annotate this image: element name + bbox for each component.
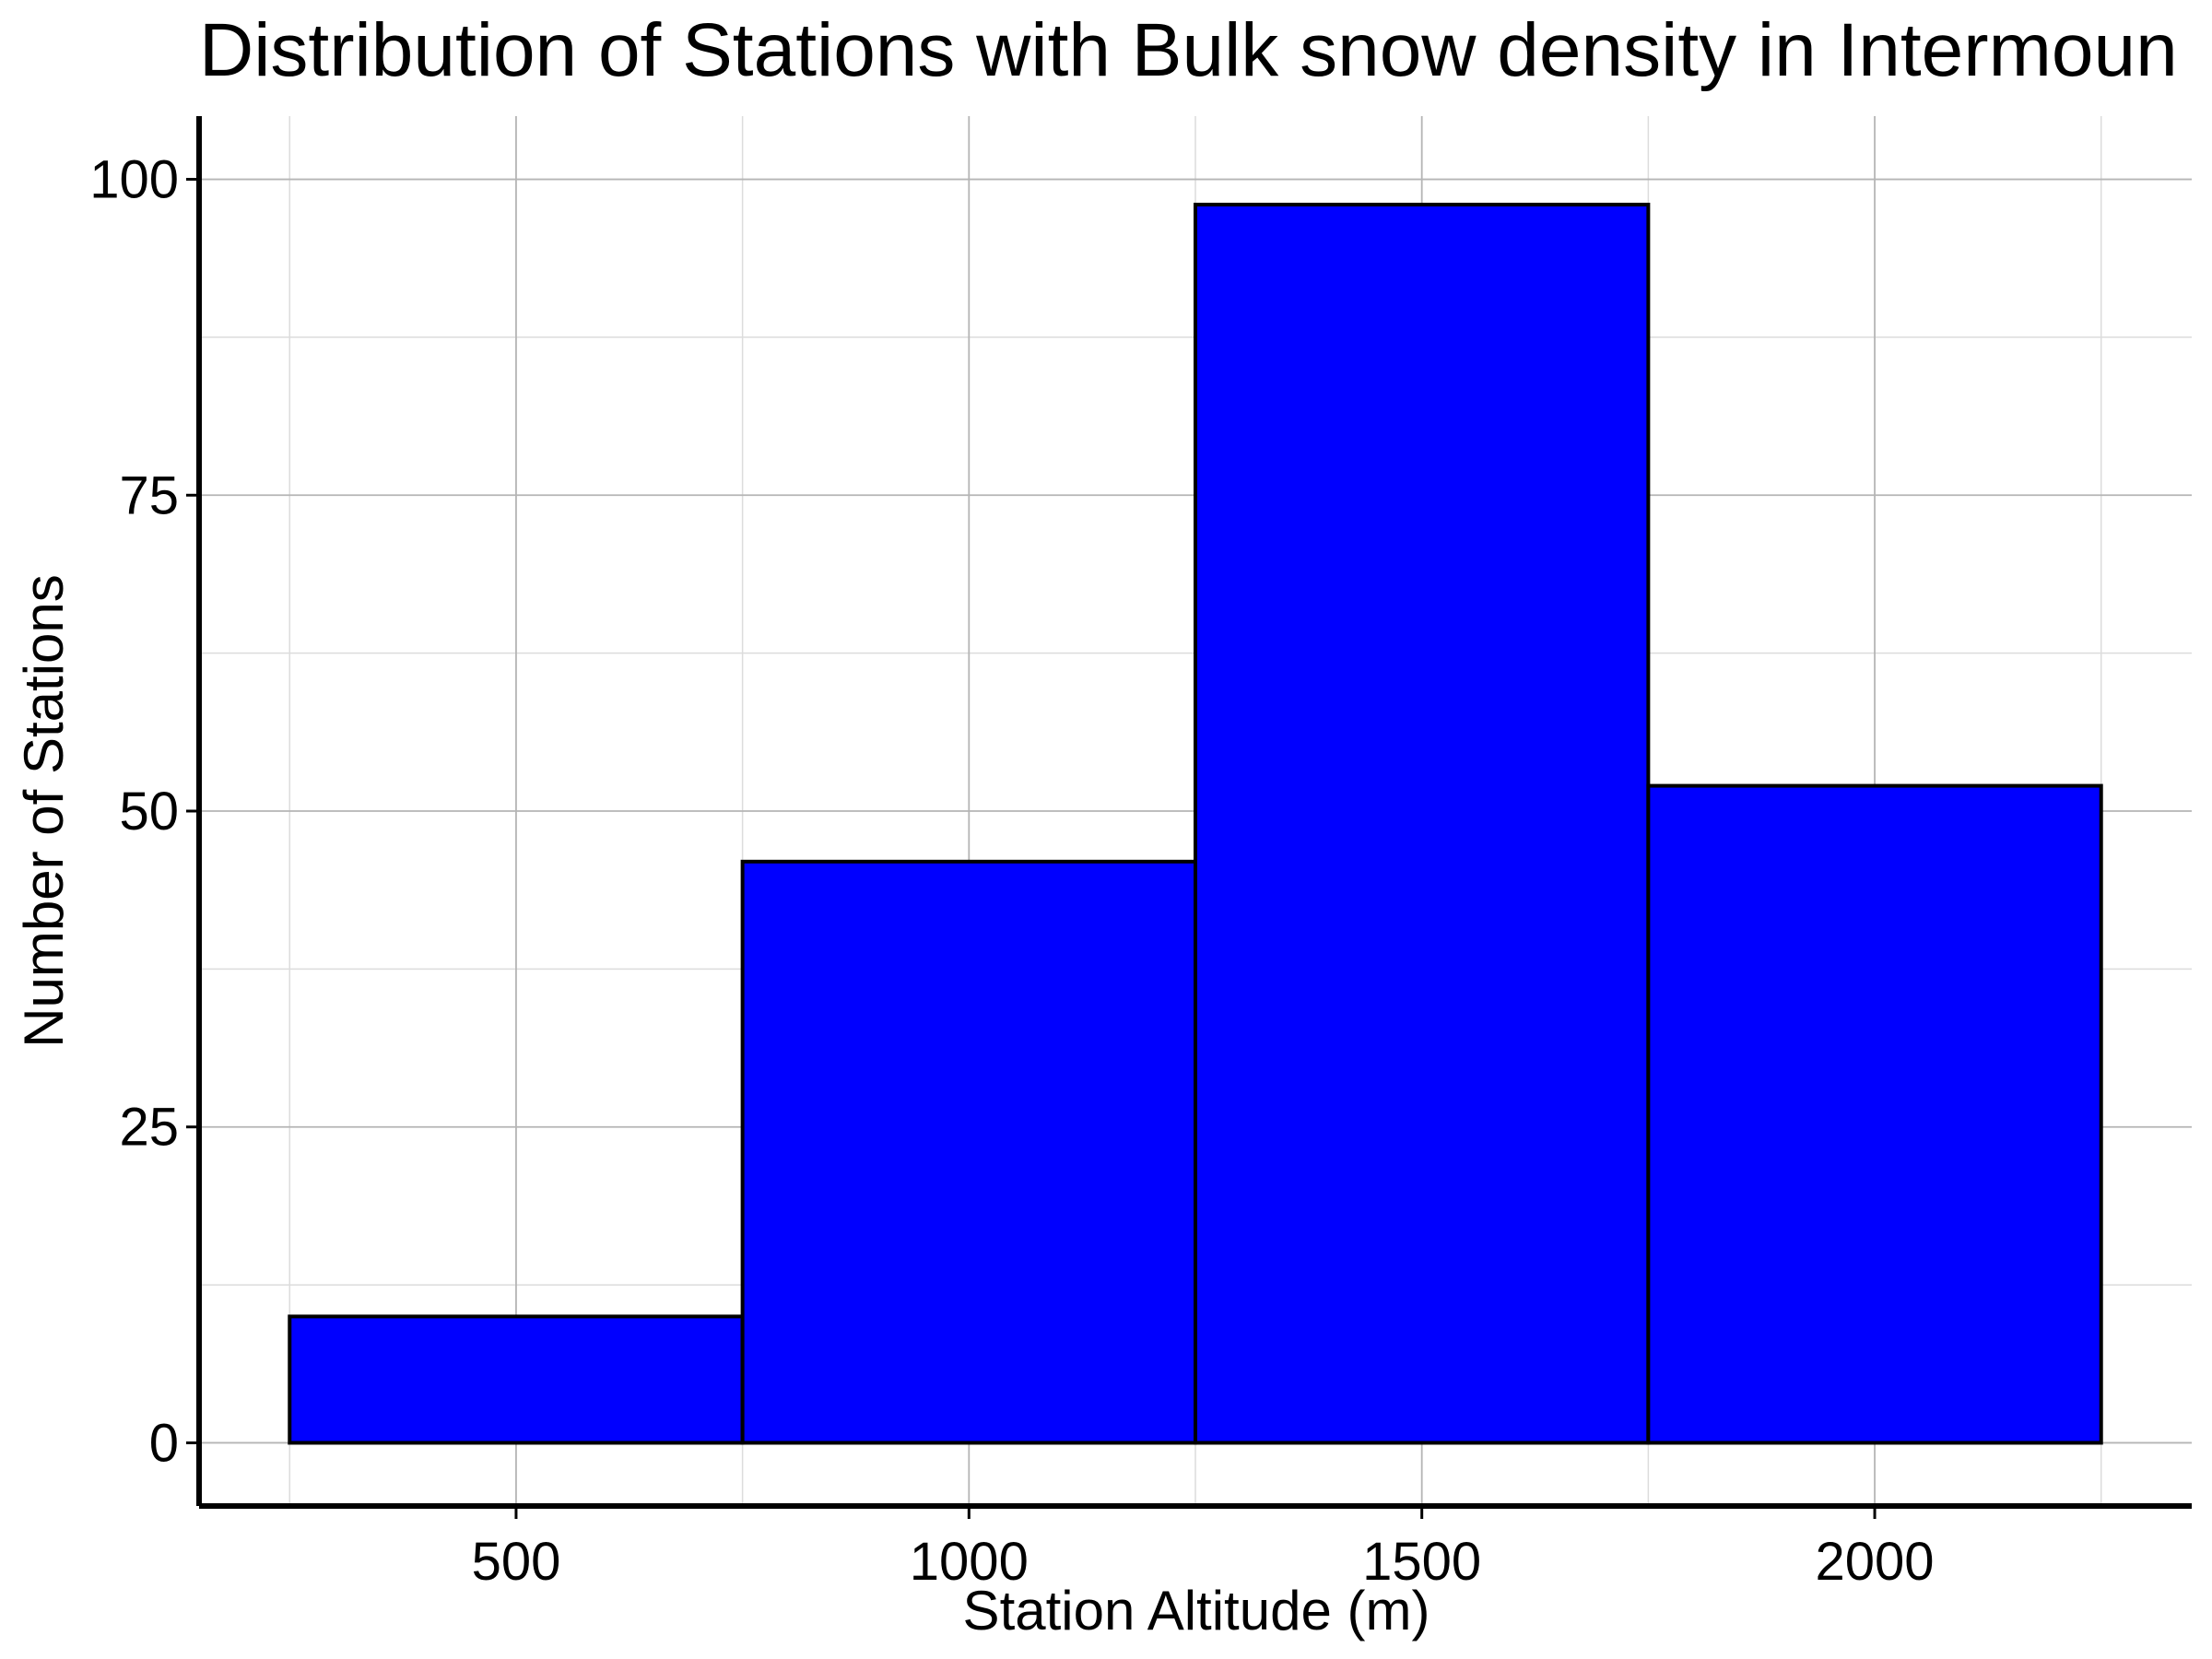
- x-tick-label: 500: [472, 1532, 561, 1592]
- bar-1: [288, 1314, 745, 1445]
- y-tick-label: 100: [89, 150, 179, 210]
- chart-title: Distribution of Stations with Bulk snow …: [199, 8, 2178, 92]
- y-axis-ticks: 0 25 50 75 100: [89, 150, 199, 1473]
- plot-area: 500 1000 1500 2000 0 25 50 75 100: [89, 116, 2192, 1592]
- y-tick-label: 75: [119, 465, 179, 525]
- x-axis-label: Station Altitude (m): [963, 1580, 1430, 1641]
- bar-4: [1646, 783, 2103, 1445]
- x-tick-label: 2000: [1816, 1532, 1935, 1592]
- bar-2: [740, 859, 1197, 1445]
- x-tick-label: 1500: [1362, 1532, 1481, 1592]
- y-tick-label: 50: [119, 782, 179, 841]
- y-tick-label: 0: [149, 1413, 179, 1473]
- bar-3: [1194, 202, 1651, 1445]
- x-axis-ticks: 500 1000 1500 2000: [472, 1506, 1935, 1592]
- y-axis-label: Number of Stations: [13, 574, 75, 1048]
- x-tick-label: 1000: [910, 1532, 1029, 1592]
- y-tick-label: 25: [119, 1098, 179, 1158]
- histogram-bars: [288, 202, 2103, 1445]
